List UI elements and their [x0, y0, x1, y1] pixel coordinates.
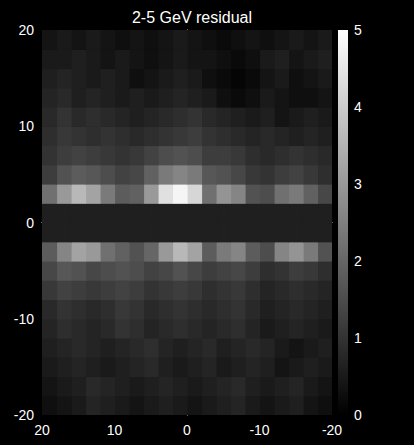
svg-text:0: 0 [26, 215, 34, 231]
svg-text:-20: -20 [14, 407, 34, 423]
svg-text:-20: -20 [322, 422, 342, 438]
svg-text:-10: -10 [14, 311, 34, 327]
svg-text:2: 2 [354, 253, 362, 269]
svg-text:10: 10 [107, 422, 123, 438]
svg-text:0: 0 [183, 422, 191, 438]
svg-text:20: 20 [34, 422, 50, 438]
svg-text:4: 4 [354, 99, 362, 115]
svg-text:3: 3 [354, 176, 362, 192]
svg-text:5: 5 [354, 22, 362, 38]
svg-text:10: 10 [18, 118, 34, 134]
svg-text:20: 20 [18, 22, 34, 38]
svg-text:-10: -10 [249, 422, 269, 438]
svg-text:2-5 GeV residual: 2-5 GeV residual [132, 9, 252, 26]
svg-text:1: 1 [354, 330, 362, 346]
svg-text:0: 0 [354, 407, 362, 423]
